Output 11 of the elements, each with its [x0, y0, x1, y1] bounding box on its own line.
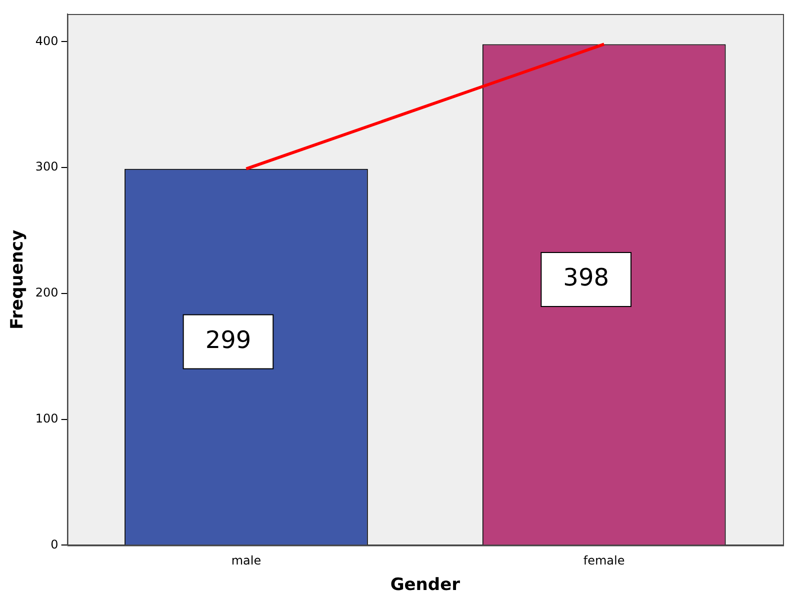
y-tick-label: 400 [35, 34, 58, 48]
data-label: 299 [205, 326, 252, 354]
x-axis-title: Gender [390, 575, 461, 596]
y-tick-label: 200 [35, 286, 58, 300]
x-tick-label: female [583, 554, 625, 568]
y-tick-label: 300 [35, 160, 58, 174]
y-tick-label: 0 [50, 537, 58, 552]
y-axis-title: Frequency [8, 230, 28, 330]
x-tick-label: male [231, 554, 262, 568]
y-tick-label: 100 [35, 411, 58, 426]
data-label: 398 [563, 264, 609, 292]
